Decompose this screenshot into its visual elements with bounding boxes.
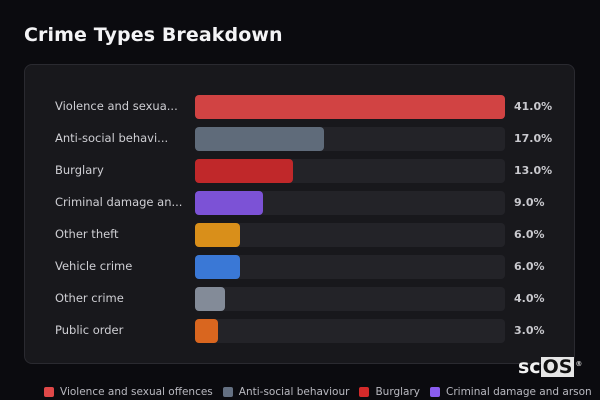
legend-label: Criminal damage and arson (446, 386, 592, 398)
legend-swatch-icon (430, 387, 441, 397)
bar-track (195, 319, 505, 343)
bar-row: Anti-social behavi... 17.0% (25, 127, 574, 151)
bar-label: Criminal damage an... (55, 195, 183, 209)
bar-value: 41.0% (514, 100, 553, 113)
legend-swatch-icon (359, 387, 370, 397)
legend-label: Burglary (375, 386, 421, 398)
bar-row: Criminal damage an... 9.0% (25, 191, 574, 215)
bar-label: Violence and sexua... (55, 99, 178, 113)
scos-watermark-logo: sc OS ® (518, 357, 582, 377)
watermark-os: OS (540, 356, 575, 378)
legend-item[interactable]: Criminal damage and arson (430, 386, 592, 398)
bar-track (195, 95, 505, 119)
bar-track (195, 287, 505, 311)
bar-value: 17.0% (514, 132, 553, 145)
bar-row: Burglary 13.0% (25, 159, 574, 183)
bar-value: 6.0% (514, 260, 545, 273)
bar-fill[interactable] (195, 191, 263, 215)
bar-fill[interactable] (195, 223, 240, 247)
legend-label: Violence and sexual offences (60, 386, 213, 398)
bar-label: Vehicle crime (55, 259, 133, 273)
legend-swatch-icon (44, 387, 54, 397)
bar-track (195, 191, 505, 215)
bar-fill[interactable] (195, 95, 505, 119)
bar-label: Burglary (55, 163, 104, 177)
bar-row: Public order 3.0% (25, 319, 574, 343)
legend-swatch-icon (222, 387, 233, 397)
bar-label: Other theft (55, 227, 119, 241)
legend-item[interactable]: Violence and sexual offences (44, 386, 213, 398)
legend-label: Anti-social behaviour (238, 386, 350, 398)
bar-row: Vehicle crime 6.0% (25, 255, 574, 279)
bar-value: 13.0% (514, 164, 553, 177)
page-title: Crime Types Breakdown (24, 24, 283, 46)
legend-item[interactable]: Anti-social behaviour (222, 386, 350, 398)
bar-value: 4.0% (514, 292, 545, 305)
registered-icon: ® (575, 360, 583, 368)
bar-row: Other crime 4.0% (25, 287, 574, 311)
bar-label: Public order (55, 323, 124, 337)
bar-fill[interactable] (195, 255, 240, 279)
bar-label: Other crime (55, 291, 124, 305)
bar-value: 6.0% (514, 228, 545, 241)
bar-row: Violence and sexua... 41.0% (25, 95, 574, 119)
bar-row: Other theft 6.0% (25, 223, 574, 247)
bar-value: 3.0% (514, 324, 545, 337)
bar-fill[interactable] (195, 287, 225, 311)
legend-item[interactable]: Burglary (359, 386, 420, 398)
bar-label: Anti-social behavi... (55, 131, 169, 145)
chart-legend: Violence and sexual offences Anti-social … (44, 386, 600, 398)
chart-card: Violence and sexua... 41.0% Anti-social be… (24, 64, 575, 364)
bar-track (195, 223, 505, 247)
bar-value: 9.0% (514, 196, 545, 209)
bar-fill[interactable] (195, 127, 324, 151)
watermark-sc: sc (518, 356, 541, 378)
bar-fill[interactable] (195, 159, 293, 183)
bar-track (195, 159, 505, 183)
bar-track (195, 255, 505, 279)
bar-fill[interactable] (195, 319, 218, 343)
bar-track (195, 127, 505, 151)
